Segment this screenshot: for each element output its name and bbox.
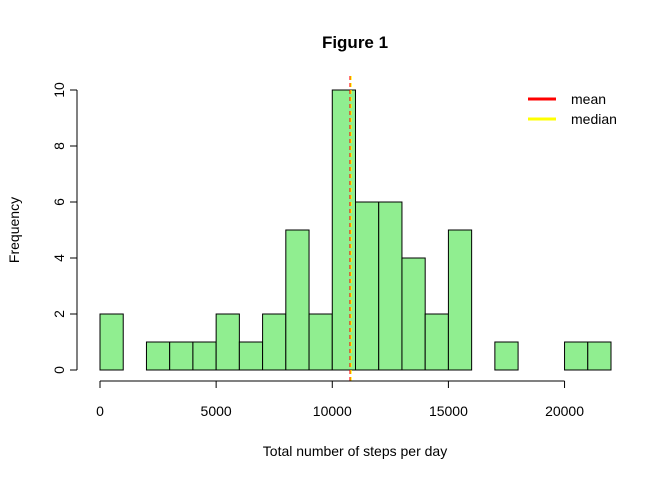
histogram-bar xyxy=(192,341,217,371)
x-tick-label: 0 xyxy=(96,403,104,419)
y-tick-label: 8 xyxy=(51,142,67,150)
y-tick-label: 6 xyxy=(51,198,67,206)
histogram-bar xyxy=(378,201,403,371)
y-tick-label: 10 xyxy=(51,82,67,98)
chart-title: Figure 1 xyxy=(322,33,388,52)
histogram-bar xyxy=(494,341,519,371)
reference-lines-group xyxy=(349,76,352,382)
histogram-bar xyxy=(424,313,449,371)
histogram-bar xyxy=(99,313,124,371)
histogram-bar xyxy=(238,341,264,371)
y-tick-label: 2 xyxy=(51,310,67,318)
x-tick-label: 5000 xyxy=(201,403,232,419)
y-tick-label: 0 xyxy=(51,366,67,374)
histogram-bar xyxy=(308,313,333,371)
histogram-bar xyxy=(587,341,612,371)
x-tick-label: 15000 xyxy=(429,403,468,419)
x-axis-label: Total number of steps per day xyxy=(263,443,447,459)
x-tick-label: 20000 xyxy=(545,403,584,419)
histogram-bar xyxy=(447,229,473,371)
histogram-bar xyxy=(331,89,357,371)
bars-group xyxy=(99,89,612,371)
y-axis-label: Frequency xyxy=(6,197,22,263)
histogram-bar xyxy=(564,341,589,371)
x-tick-label: 10000 xyxy=(313,403,352,419)
histogram-bar xyxy=(215,313,240,371)
x-axis: 0 5000 10000 15000 20000 xyxy=(96,380,584,419)
histogram-bar xyxy=(169,341,194,371)
histogram-bar xyxy=(401,257,426,371)
y-axis: 0 2 4 6 8 10 xyxy=(51,82,78,374)
legend-label-mean: mean xyxy=(571,91,606,107)
legend: mean median xyxy=(528,91,617,127)
histogram-bar xyxy=(145,341,171,371)
legend-label-median: median xyxy=(571,111,617,127)
histogram-bar xyxy=(285,229,310,371)
y-tick-label: 4 xyxy=(51,254,67,262)
histogram-bar xyxy=(355,201,380,371)
histogram-bar xyxy=(262,313,287,371)
